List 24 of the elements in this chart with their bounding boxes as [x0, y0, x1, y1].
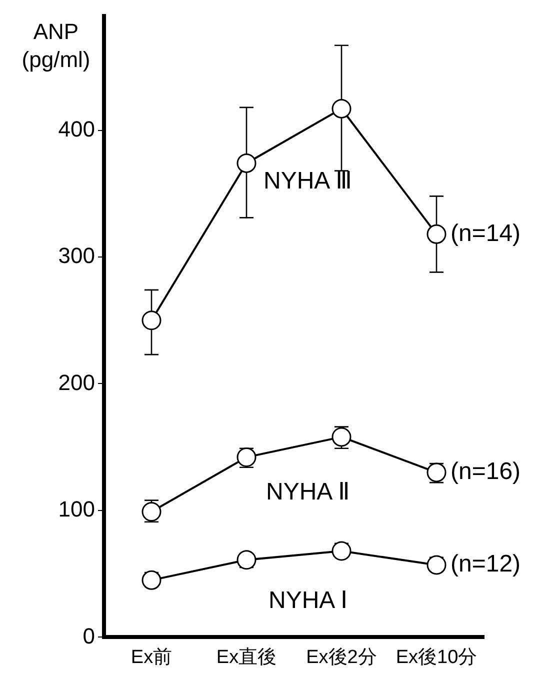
point	[236, 550, 256, 570]
series-label: NYHA Ⅲ	[263, 168, 353, 195]
x-tick-label: Ex直後	[216, 646, 277, 668]
y-tick-label: 300	[58, 243, 95, 268]
annotation: (n=14)	[450, 220, 521, 247]
point	[426, 224, 446, 244]
x-tick-label: Ex前	[130, 646, 172, 668]
y-tick-label: 400	[58, 116, 95, 142]
x-tick-label: Ex後10分	[396, 646, 478, 668]
y-tick-label: 100	[58, 496, 95, 522]
annotation: (n=12)	[450, 550, 521, 578]
point	[236, 153, 256, 173]
y-tick-label: 200	[58, 370, 95, 395]
x-tick-label: Ex後2分	[306, 646, 377, 668]
series-label: NYHA Ⅱ	[266, 478, 350, 506]
y-axis-title: ANP (pg/ml)	[22, 19, 90, 72]
point	[332, 541, 352, 561]
point	[426, 555, 446, 575]
series-label: NYHA Ⅰ	[268, 587, 348, 614]
annotation: (n=16)	[450, 458, 521, 486]
point	[142, 570, 162, 590]
point	[142, 310, 162, 330]
y-tick-label: 0	[82, 623, 95, 648]
point	[332, 98, 352, 118]
